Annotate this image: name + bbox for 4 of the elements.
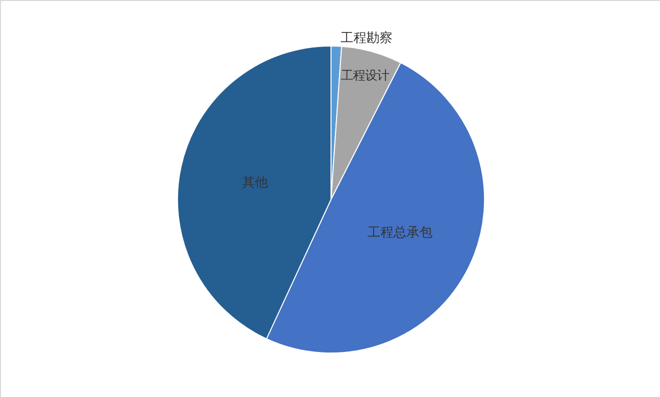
slice-label: 其他 xyxy=(242,175,268,190)
slice-label: 工程勘察 xyxy=(340,30,392,46)
slice-label: 工程总承包 xyxy=(368,226,433,241)
slice-label: 工程设计 xyxy=(341,68,390,82)
